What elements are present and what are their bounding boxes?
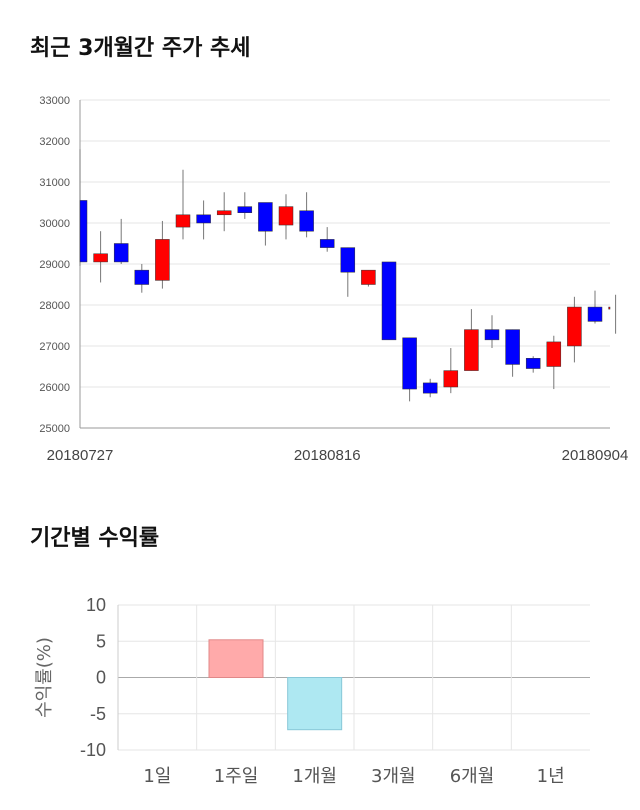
- y-tick-label: -5: [90, 704, 106, 724]
- y-tick-label: 25000: [39, 423, 70, 435]
- y-axis-label: 수익률(%): [34, 637, 55, 718]
- return-bar: [287, 677, 343, 731]
- y-tick-label: 28000: [39, 300, 70, 312]
- price-trend-title: 최근 3개월간 주가 추세: [30, 36, 251, 61]
- x-category-label: 1일: [143, 766, 171, 787]
- x-category-label: 6개월: [450, 766, 495, 787]
- period-return-title: 기간별 수익률: [30, 526, 160, 551]
- x-tick-label: 20180727: [47, 447, 114, 464]
- candle-body: [258, 202, 273, 232]
- candle-body: [361, 269, 376, 285]
- candle-body: [587, 306, 603, 322]
- y-tick-label: -10: [80, 740, 106, 760]
- y-tick-label: 29000: [39, 259, 70, 271]
- candle-body: [464, 329, 479, 371]
- candle-body: [113, 243, 129, 263]
- candle-body: [402, 337, 417, 390]
- y-tick-label: 30000: [39, 218, 70, 230]
- y-tick-label: 33000: [39, 95, 70, 107]
- candle-body: [79, 200, 88, 263]
- candle-body: [299, 210, 314, 232]
- candle-body: [567, 306, 582, 347]
- candle-body: [422, 382, 438, 394]
- candle-body: [175, 214, 191, 228]
- candle-body: [525, 358, 541, 369]
- return-bar: [208, 639, 264, 678]
- candle-body: [155, 239, 170, 281]
- y-tick-label: 32000: [39, 136, 70, 148]
- candle-body: [319, 239, 335, 248]
- candle-body: [216, 210, 232, 216]
- candle-body: [278, 206, 294, 226]
- candle-body: [237, 206, 253, 214]
- candle-body: [134, 269, 150, 285]
- candlestick-chart: 25000 26000 27000 28000 29000 30000 31000 32000…: [39, 95, 629, 464]
- candle-body: [608, 306, 611, 310]
- x-category-label: 1개월: [292, 766, 337, 787]
- y-tick-label: 27000: [39, 341, 70, 353]
- candle-body: [546, 341, 562, 367]
- y-tick-label: 26000: [39, 382, 70, 394]
- y-tick-label: 31000: [39, 177, 70, 189]
- x-category-label: 1년: [537, 766, 565, 787]
- y-tick-label: 5: [96, 631, 106, 651]
- candle-body: [443, 370, 459, 388]
- x-category-label: 3개월: [371, 766, 416, 787]
- y-tick-label: 0: [96, 668, 106, 688]
- candle-body: [505, 329, 520, 365]
- candle-body: [340, 247, 356, 273]
- candle-body: [381, 261, 397, 341]
- candle-body: [196, 214, 211, 224]
- candle-body: [93, 253, 108, 263]
- x-tick-label: 20180816: [294, 447, 361, 464]
- candle-body: [484, 329, 500, 341]
- x-category-label: 1주일: [214, 766, 259, 787]
- y-tick-label: 10: [86, 595, 106, 615]
- x-tick-label: 20180904: [562, 447, 629, 464]
